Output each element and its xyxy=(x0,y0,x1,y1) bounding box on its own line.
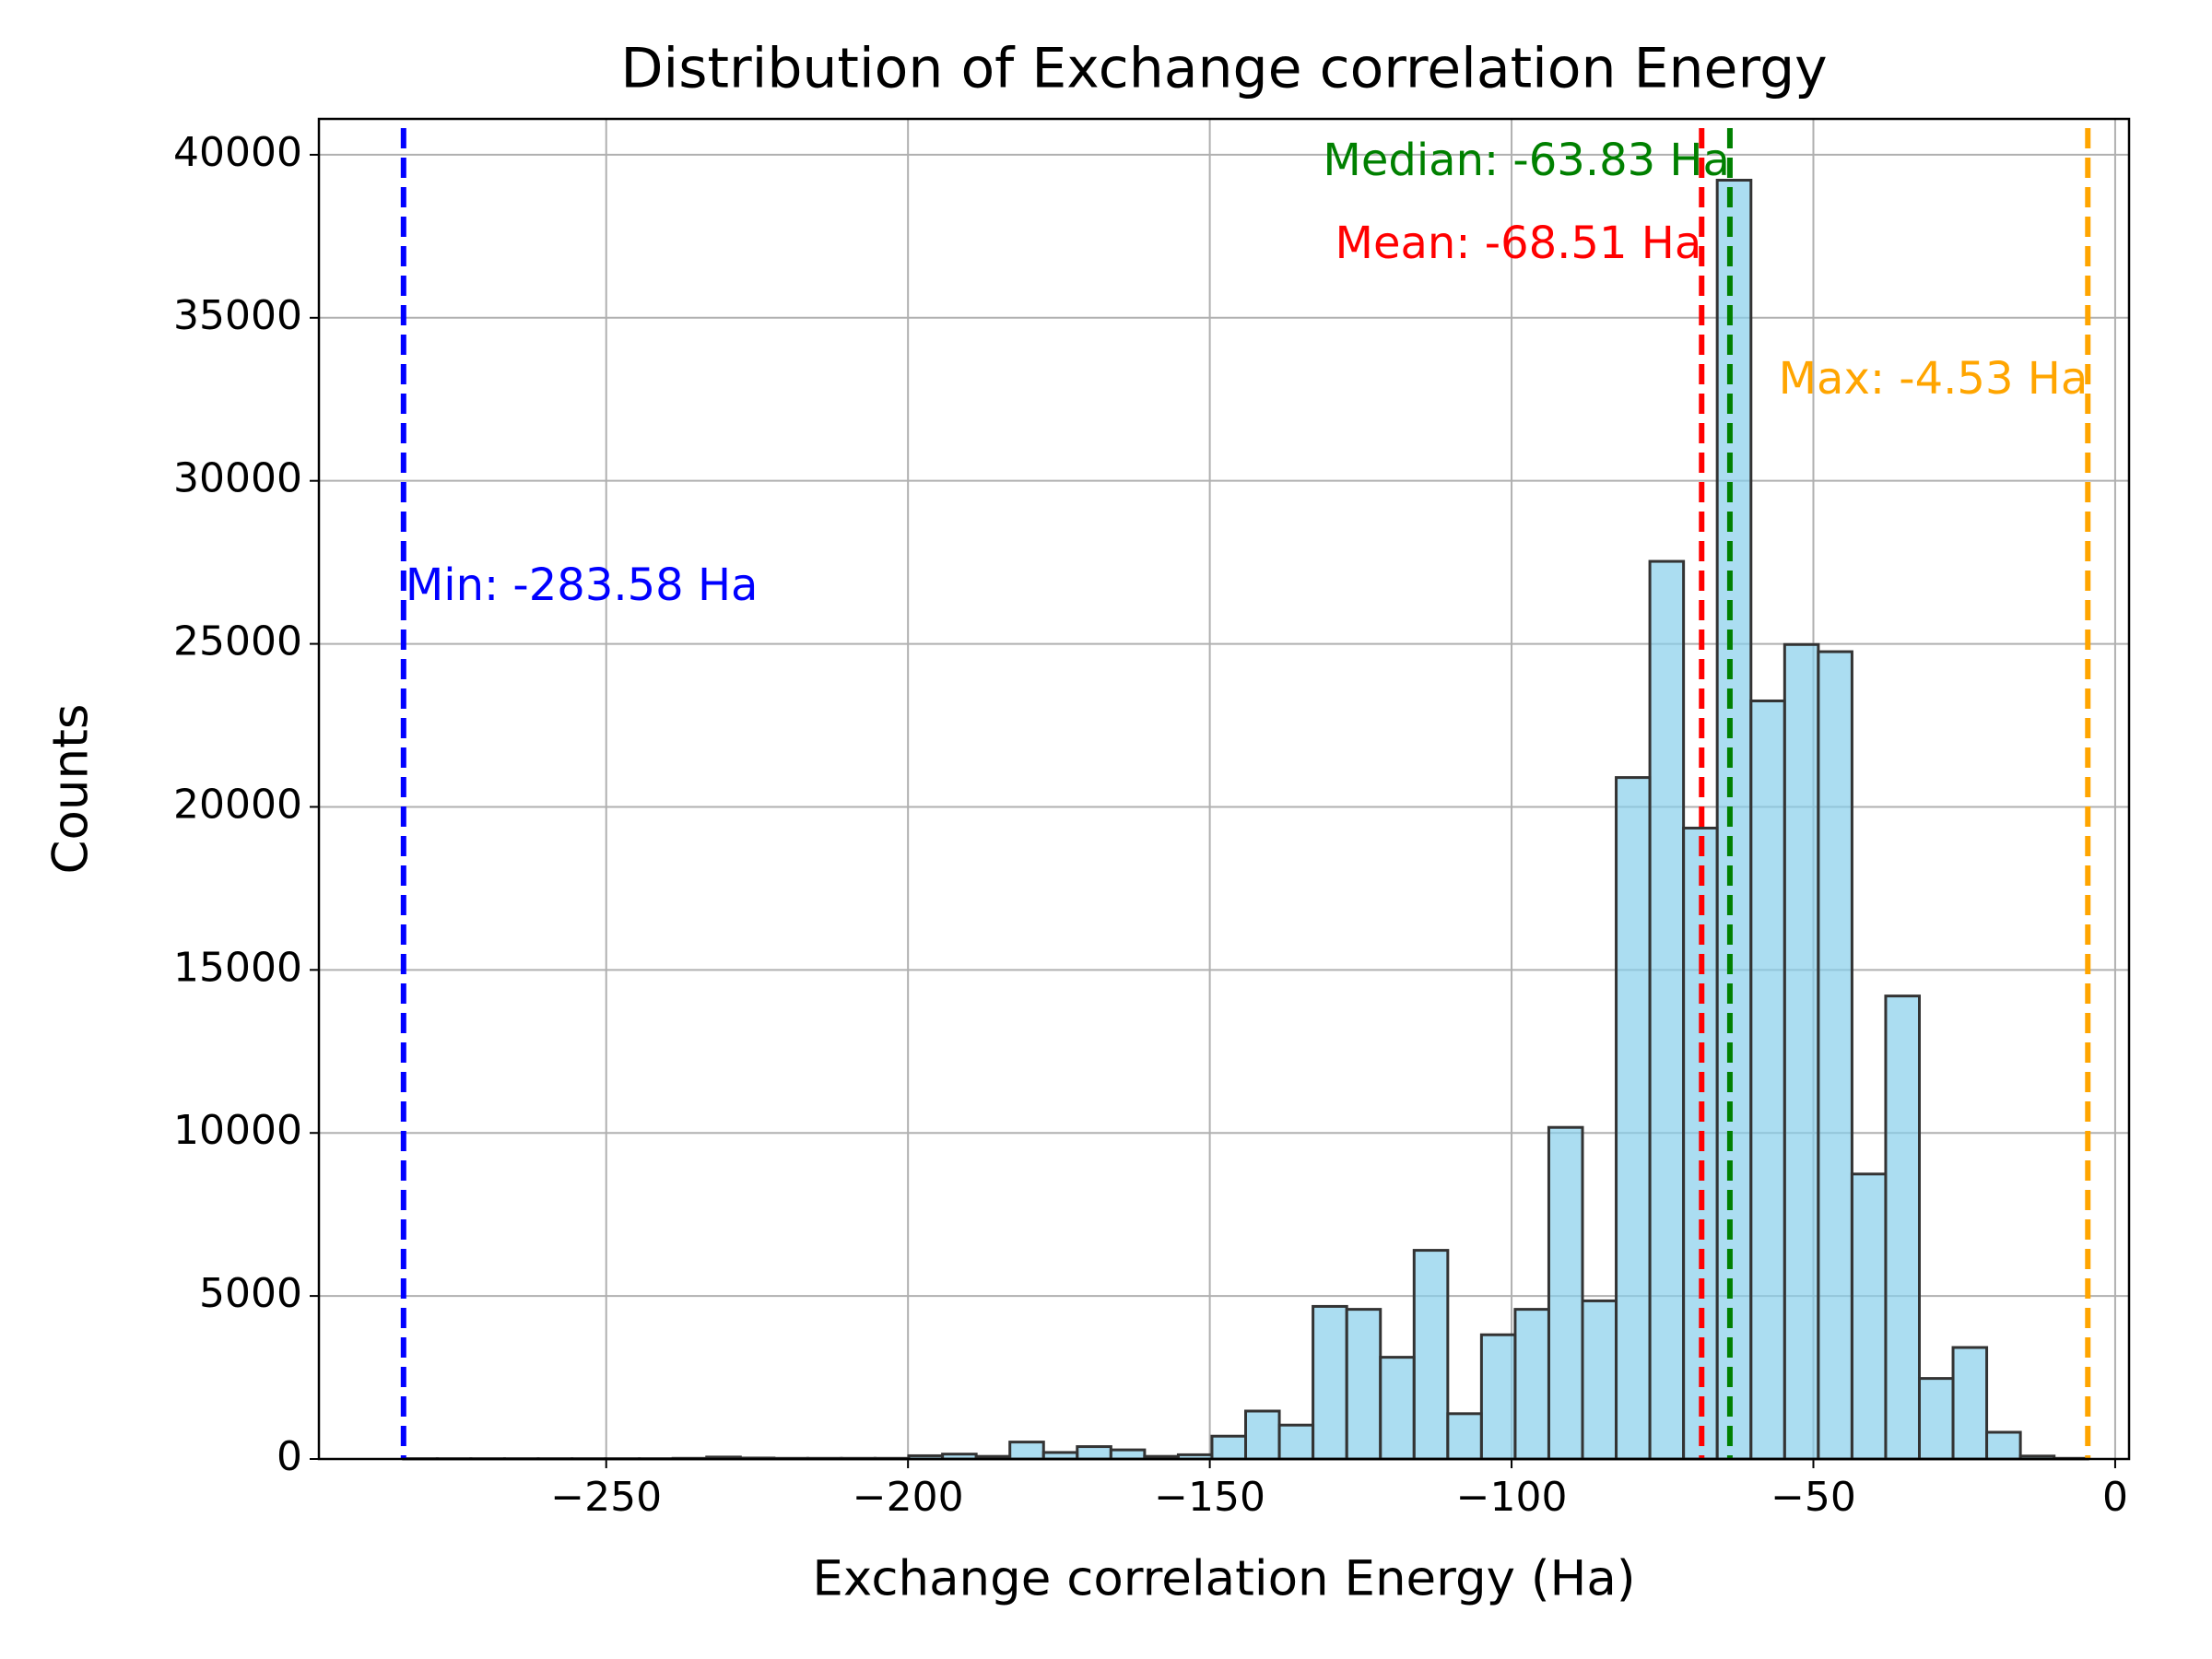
bar xyxy=(1648,559,1686,1461)
bar xyxy=(1783,642,1820,1461)
bar xyxy=(1244,1409,1281,1461)
bar xyxy=(1615,776,1652,1461)
bar xyxy=(1379,1356,1416,1461)
y-axis-label: Counts xyxy=(43,703,100,874)
y-tick-label: 20000 xyxy=(173,781,302,828)
bar xyxy=(1817,650,1853,1461)
bar xyxy=(1850,1172,1888,1461)
bar xyxy=(1581,1299,1618,1461)
y-tick-label: 5000 xyxy=(199,1270,302,1317)
y-tick-label: 30000 xyxy=(173,455,302,502)
bar xyxy=(1277,1423,1315,1461)
bar xyxy=(1884,994,1921,1461)
bar xyxy=(1210,1434,1248,1461)
x-tick-label: −200 xyxy=(853,1474,964,1521)
bar xyxy=(1547,1125,1584,1461)
bar xyxy=(1109,1448,1147,1461)
bar xyxy=(1312,1304,1348,1461)
x-tick-label: −50 xyxy=(1771,1474,1856,1521)
bar xyxy=(1412,1249,1450,1461)
bar xyxy=(1345,1308,1382,1461)
y-tick-label: 10000 xyxy=(173,1107,302,1154)
y-tick-label: 25000 xyxy=(173,618,302,665)
y-tick-label: 40000 xyxy=(173,129,302,176)
x-tick-label: −250 xyxy=(550,1474,662,1521)
stat-label: Max: -4.53 Ha xyxy=(1779,353,2088,405)
stat-label: Median: -63.83 Ha xyxy=(1323,135,1730,186)
bar xyxy=(1749,699,1786,1461)
x-axis-label: Exchange correlation Energy (Ha) xyxy=(812,1551,1635,1607)
bar xyxy=(1917,1377,1955,1461)
bar xyxy=(1008,1441,1045,1461)
bar xyxy=(1985,1430,2022,1461)
x-tick-label: 0 xyxy=(2102,1474,2128,1521)
y-tick-label: 0 xyxy=(276,1433,302,1480)
x-tick-label: −150 xyxy=(1154,1474,1265,1521)
bar xyxy=(1951,1346,1989,1461)
bar xyxy=(1715,179,1753,1461)
plot-frame xyxy=(317,117,2131,1461)
x-tick-label: −100 xyxy=(1456,1474,1568,1521)
bar xyxy=(1513,1308,1550,1461)
y-tick-label: 35000 xyxy=(173,292,302,339)
bar xyxy=(1076,1445,1112,1461)
bar xyxy=(1479,1333,1517,1461)
bar xyxy=(1446,1412,1483,1461)
chart-title: Distribution of Exchange correlation Ene… xyxy=(620,37,1827,101)
stat-label: Min: -283.58 Ha xyxy=(406,559,759,611)
stat-label: Mean: -68.51 Ha xyxy=(1335,218,1702,269)
y-tick-label: 15000 xyxy=(173,944,302,991)
